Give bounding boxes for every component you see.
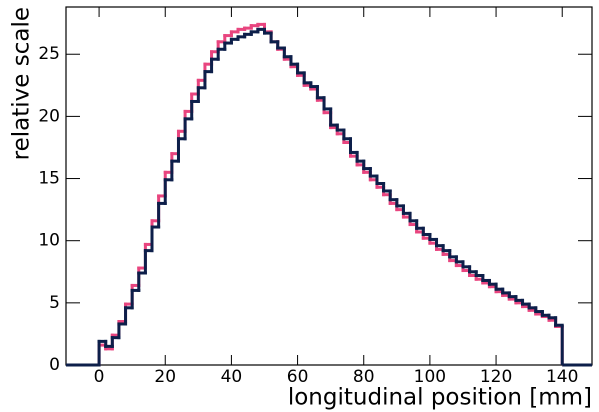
y-tick-label: 5 xyxy=(49,293,60,313)
x-tick-label: 20 xyxy=(154,367,176,387)
y-tick-label: 25 xyxy=(38,44,60,64)
x-tick-label: 60 xyxy=(287,367,309,387)
x-tick-label: 0 xyxy=(94,367,105,387)
x-tick-label: 120 xyxy=(480,367,512,387)
plot-frame xyxy=(65,6,593,366)
x-tick-label: 80 xyxy=(353,367,375,387)
x-tick-label: 40 xyxy=(221,367,243,387)
y-tick-label: 15 xyxy=(38,169,60,189)
x-axis-title: longitudinal position [mm] xyxy=(288,385,592,411)
y-tick-label: 0 xyxy=(49,355,60,375)
y-tick-label: 20 xyxy=(38,106,60,126)
y-axis-title: relative scale xyxy=(9,7,35,160)
y-tick-label: 10 xyxy=(38,231,60,251)
x-tick-label: 140 xyxy=(546,367,578,387)
x-tick-label: 100 xyxy=(414,367,446,387)
